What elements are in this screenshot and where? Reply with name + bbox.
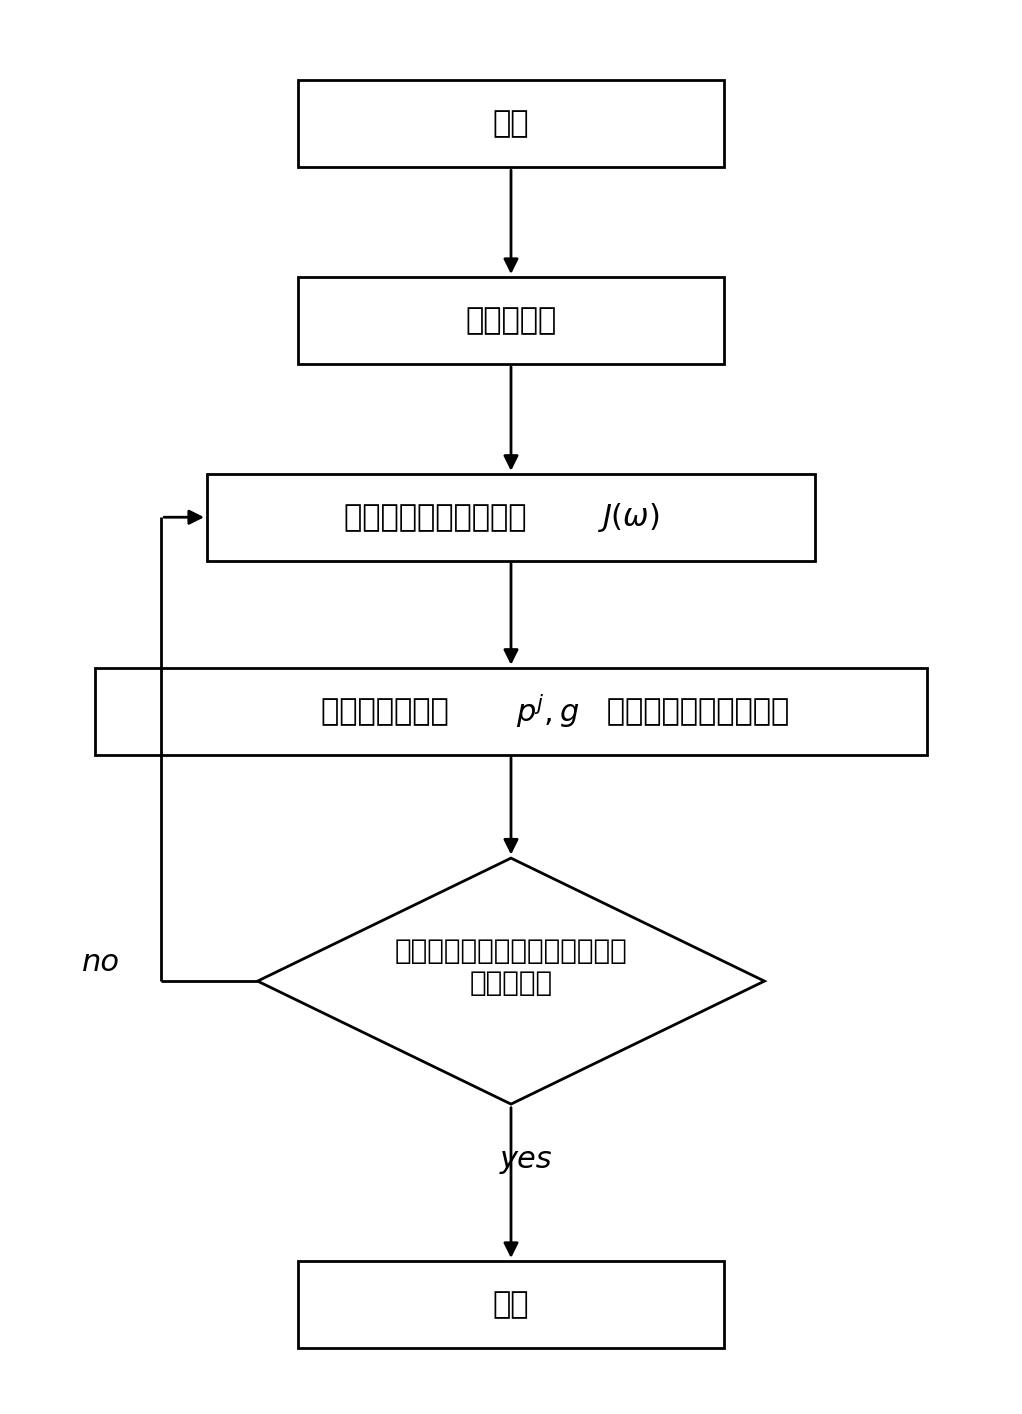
Text: $J(\omega)$: $J(\omega)$ (597, 501, 660, 533)
FancyBboxPatch shape (298, 81, 724, 167)
Text: 计算每个粒子的适应值: 计算每个粒子的适应值 (344, 503, 537, 532)
FancyBboxPatch shape (298, 1261, 724, 1348)
Text: $p^j,g$: $p^j,g$ (516, 693, 579, 730)
Text: no: no (82, 949, 120, 977)
Text: 达到最大迭代次数或者满足达到
最佳识别率: 达到最大迭代次数或者满足达到 最佳识别率 (394, 937, 628, 997)
Text: 开始: 开始 (493, 109, 529, 139)
Text: yes: yes (500, 1145, 553, 1174)
FancyBboxPatch shape (206, 474, 816, 561)
Text: ，更新粒子速度和位置: ，更新粒子速度和位置 (597, 697, 789, 725)
FancyBboxPatch shape (298, 277, 724, 363)
Text: 结束: 结束 (493, 1290, 529, 1319)
Polygon shape (258, 858, 764, 1104)
Text: 根据适应值更新: 根据适应值更新 (321, 697, 458, 725)
Text: 粒子初始化: 粒子初始化 (465, 305, 557, 335)
FancyBboxPatch shape (95, 667, 927, 755)
